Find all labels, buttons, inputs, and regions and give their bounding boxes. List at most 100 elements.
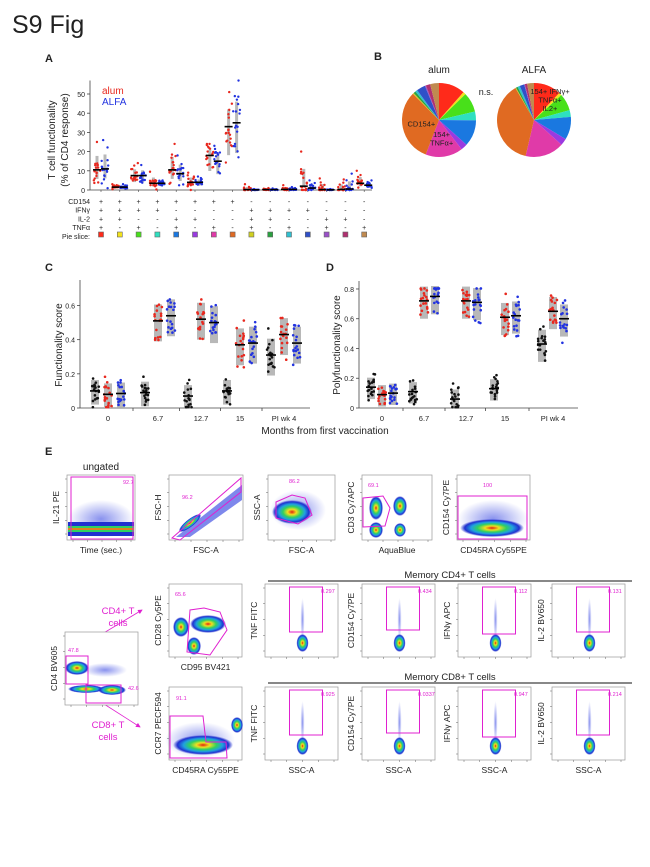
a-data-point — [186, 171, 190, 174]
data-point — [368, 382, 371, 385]
data-point — [103, 375, 107, 379]
a-data-point — [218, 165, 221, 168]
a-data-point — [234, 110, 238, 113]
data-point — [93, 383, 96, 387]
a-data-point — [149, 183, 152, 187]
pie-slice — [439, 92, 466, 120]
a-data-point — [302, 176, 305, 180]
a-sign: + — [249, 208, 253, 215]
data-point — [250, 361, 253, 365]
time-gate — [70, 476, 134, 540]
ccr7-gate-value: 91.1 — [176, 696, 187, 702]
a-data-point — [130, 167, 133, 171]
pie-slice — [524, 84, 534, 120]
data-point — [280, 341, 284, 345]
data-point — [507, 325, 510, 328]
data-point — [515, 324, 518, 327]
cd4-il-2-gate — [576, 586, 610, 633]
data-point — [122, 398, 126, 401]
data-point — [425, 289, 429, 292]
pie-slice — [527, 83, 534, 120]
data-point — [122, 403, 126, 407]
data-point — [198, 325, 202, 329]
data-point — [142, 389, 145, 393]
data-point — [294, 338, 298, 342]
a-data-point — [228, 108, 231, 112]
a-data-point — [350, 183, 353, 186]
a-data-point — [218, 163, 221, 166]
data-point — [165, 308, 169, 311]
time-plot-ylabel: IL-21 PE — [51, 491, 61, 524]
a-data-point — [237, 156, 240, 159]
a-data-point — [174, 154, 177, 158]
panel-d: D Polyfunctionality score 0 0.2 0.4 0.6 0.8 0… — [326, 262, 578, 423]
a-sign: - — [175, 208, 178, 215]
data-point — [196, 311, 199, 314]
data-point — [169, 301, 172, 304]
data-point — [433, 292, 436, 296]
data-point — [503, 308, 506, 312]
panel-label-a: A — [45, 53, 53, 65]
data-point — [185, 399, 188, 403]
cd154-gate — [457, 495, 528, 540]
memory-cd8-title: Memory CD8+ T cells — [404, 672, 495, 683]
data-point — [122, 395, 125, 398]
data-point — [449, 388, 453, 391]
data-point — [506, 328, 510, 332]
a-data-point — [93, 177, 96, 180]
pie-title-alfa: ALFA — [522, 65, 547, 76]
y-tick-label: 0 — [71, 406, 75, 413]
cd8-ifng-plot-ylabel: IFNγ APC — [442, 705, 452, 743]
a-sign: - — [137, 216, 140, 223]
panel-label-d: D — [326, 262, 334, 274]
data-point — [97, 385, 101, 388]
y-tick-label: 0.4 — [65, 338, 75, 345]
cd8-ifng-plot-density — [489, 737, 502, 755]
time-gate-value: 92.7 — [123, 480, 134, 486]
data-point — [388, 401, 392, 405]
a-data-point — [142, 172, 146, 175]
a-sign: - — [363, 208, 366, 215]
data-point — [549, 307, 552, 311]
a-iqr-bar — [216, 153, 220, 175]
a-data-point — [180, 162, 183, 166]
cd3-plot-pop — [369, 522, 383, 538]
data-point — [224, 378, 228, 381]
data-point — [544, 340, 547, 344]
data-point — [118, 385, 121, 389]
data-point — [292, 349, 295, 353]
data-point — [169, 320, 172, 323]
data-point — [394, 387, 397, 391]
a-sign: - — [363, 216, 366, 223]
data-point — [284, 328, 288, 331]
panel-label-b: B — [374, 51, 382, 63]
cd4-cd154-plot-density — [393, 634, 406, 652]
cd4-ifng-gate-value: 0.112 — [514, 589, 527, 595]
cd8-cd154-gate-value: 0.0337 — [418, 692, 435, 698]
a-data-point — [105, 170, 109, 173]
cd8-il-2-plot-events — [587, 701, 592, 744]
pie-slice-swatch — [173, 231, 179, 238]
a-data-point — [214, 150, 217, 154]
data-point — [291, 333, 295, 337]
data-point — [297, 351, 301, 355]
a-sign: - — [325, 208, 328, 215]
a-data-point — [140, 163, 143, 167]
a-ylabel-1: T cell functionality — [47, 100, 58, 179]
a-sign: - — [231, 225, 234, 232]
data-point — [144, 387, 148, 390]
data-point — [140, 384, 143, 387]
data-point — [228, 387, 232, 390]
data-point — [563, 323, 566, 326]
a-data-point — [228, 90, 231, 94]
a-data-point — [321, 185, 324, 189]
a-data-point — [313, 181, 316, 185]
pie-slice-label: 154+ IFNγ+ — [530, 87, 570, 96]
a-sign: - — [156, 216, 159, 223]
data-point — [201, 337, 204, 341]
a-data-point — [350, 172, 353, 175]
a-data-point — [356, 178, 359, 182]
data-point — [413, 385, 417, 388]
data-point — [502, 326, 505, 329]
data-point — [187, 403, 190, 407]
